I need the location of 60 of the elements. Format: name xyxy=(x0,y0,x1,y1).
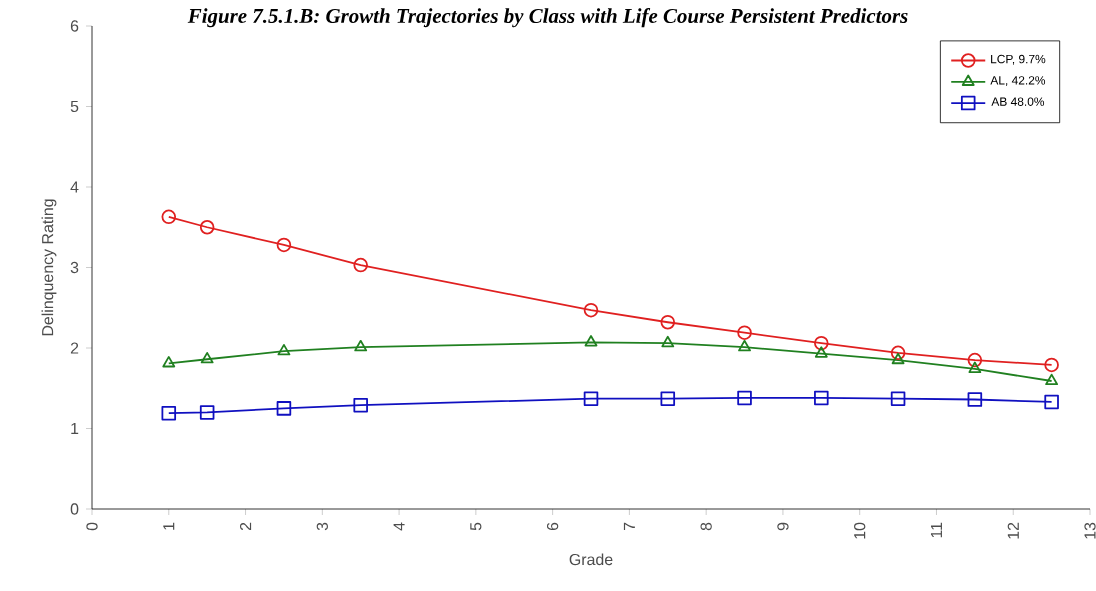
x-tick-label: 11 xyxy=(930,522,942,538)
point xyxy=(661,335,675,348)
x-tick-label: 8 xyxy=(700,522,712,531)
y-axis-title: Delinquency Rating xyxy=(41,199,57,336)
x-tick-label: 7 xyxy=(623,522,635,531)
point xyxy=(199,405,215,420)
point xyxy=(353,397,368,413)
point xyxy=(1044,357,1059,373)
x-tick-label: 12 xyxy=(1007,522,1019,539)
point xyxy=(277,343,291,356)
x-tick-label: 0 xyxy=(86,522,98,531)
point xyxy=(814,390,829,406)
legend-label: AL, 42.2% xyxy=(990,76,1046,87)
x-axis-title: Grade xyxy=(569,553,613,566)
y-tick-label: 1 xyxy=(71,423,79,434)
point xyxy=(814,335,829,351)
legend-label: LCP, 9.7% xyxy=(991,54,1046,65)
x-tick-label: 4 xyxy=(393,522,405,531)
point xyxy=(968,361,982,374)
point xyxy=(353,257,368,273)
legend-label: AB 48.0% xyxy=(991,97,1045,106)
point xyxy=(967,352,983,368)
point xyxy=(890,391,906,406)
point xyxy=(199,219,215,235)
y-tick-label: 3 xyxy=(70,261,79,274)
point xyxy=(1044,394,1059,410)
point xyxy=(276,237,292,253)
y-tick-label: 5 xyxy=(70,100,79,113)
x-tick-label: 13 xyxy=(1084,522,1096,539)
x-tick-label: 6 xyxy=(546,522,559,531)
point xyxy=(891,352,905,365)
point xyxy=(583,391,599,406)
point xyxy=(162,356,176,368)
point xyxy=(584,335,598,347)
point xyxy=(738,339,751,352)
point xyxy=(583,302,599,318)
point xyxy=(354,339,368,352)
x-tick-label: 3 xyxy=(316,522,328,531)
point xyxy=(814,346,828,358)
x-tick-label: 1 xyxy=(163,522,175,530)
point xyxy=(737,390,752,406)
point xyxy=(890,345,906,361)
point xyxy=(161,405,177,421)
y-tick-label: 6 xyxy=(70,20,79,32)
point xyxy=(660,391,676,406)
y-tick-label: 0 xyxy=(70,503,79,515)
y-tick-label: 2 xyxy=(70,342,79,354)
point xyxy=(737,325,752,340)
y-tick-label: 4 xyxy=(70,181,79,193)
x-tick-label: 10 xyxy=(854,522,866,539)
x-tick-label: 2 xyxy=(239,522,252,531)
x-tick-label: 5 xyxy=(470,522,482,531)
x-tick-label: 9 xyxy=(777,522,789,531)
point xyxy=(660,314,676,330)
point xyxy=(161,209,177,225)
point xyxy=(1045,373,1059,386)
chart-title: Figure 7.5.1.B: Growth Trajectories by Class with Life Course Persistent Predictors xyxy=(187,8,908,28)
point xyxy=(200,351,214,364)
point xyxy=(967,392,983,407)
point xyxy=(276,401,292,416)
